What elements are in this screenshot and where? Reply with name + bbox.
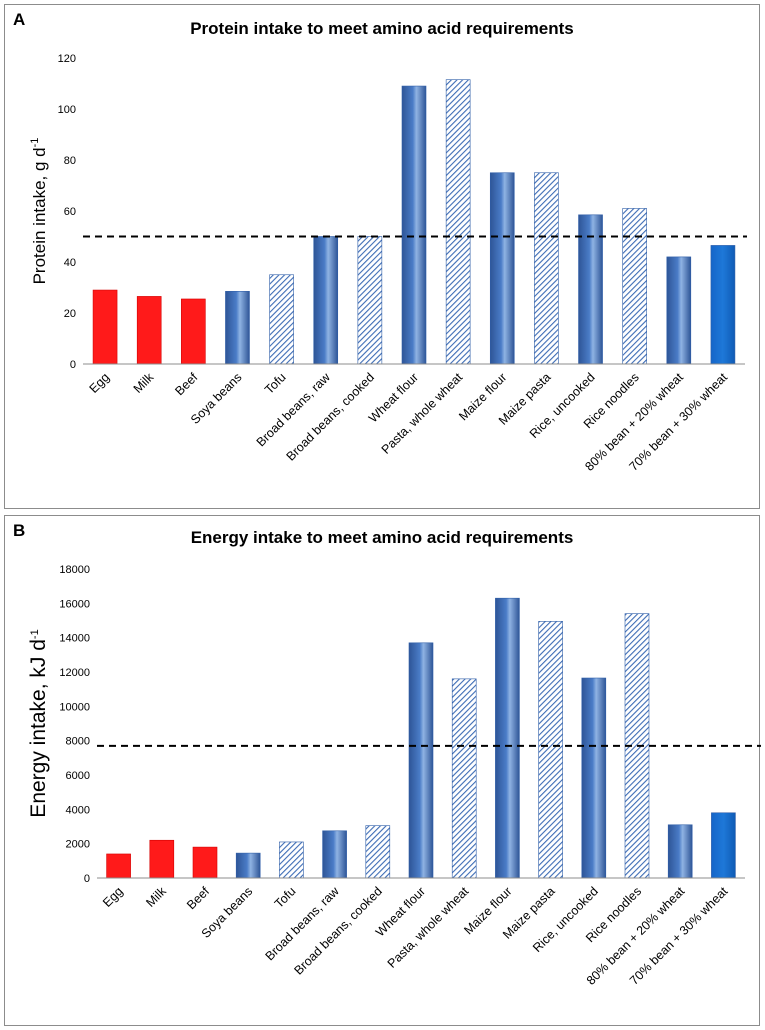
x-category-label: Pasta, whole wheat: [385, 884, 472, 971]
x-category-label: Egg: [87, 370, 113, 396]
bar-maize-flour: [489, 172, 515, 365]
y-tick-label: 14000: [59, 633, 90, 645]
y-axis-title: Protein intake, g d-1: [29, 138, 49, 285]
panel-letter-a: A: [13, 10, 26, 29]
bar-rice-uncooked: [581, 677, 607, 879]
bar-pasta-whole-wheat: [445, 79, 471, 365]
x-category-label: Egg: [100, 884, 126, 910]
bar-beef: [192, 846, 218, 879]
y-tick-label: 60: [64, 206, 76, 218]
bar-70-bean-30-wheat: [711, 812, 736, 879]
y-tick-label: 12000: [59, 667, 90, 679]
bar-maize-flour: [495, 597, 520, 879]
bar-wheat-flour: [401, 85, 427, 365]
y-tick-label: 18000: [59, 564, 90, 576]
x-category-label: Broad beans, cooked: [291, 884, 384, 977]
energy-chart: 0 2000 4000 6000 8000 10000 12000 14000 16000 180…: [27, 564, 761, 988]
x-category-label: Pasta, whole wheat: [379, 370, 466, 457]
bar-milk: [149, 839, 175, 879]
y-tick-label: 0: [84, 873, 90, 885]
y-tick-label: 8000: [66, 736, 90, 748]
bar-egg: [92, 289, 118, 365]
bar-soya-beans: [235, 852, 261, 879]
bar-maize-pasta: [538, 621, 563, 879]
y-tick-label: 120: [58, 53, 76, 65]
panel-b: B Energy intake to meet amino acid requi…: [4, 515, 761, 1026]
bar-broad-beans-cooked: [357, 236, 383, 365]
x-category-label: Tofu: [272, 884, 299, 911]
x-category-label: Tofu: [262, 370, 289, 397]
bar-broad-beans-cooked: [365, 825, 391, 879]
chart-title-a: Protein intake to meet amino acid requir…: [190, 19, 574, 38]
y-tick-label: 80: [64, 155, 76, 167]
x-category-label: Milk: [131, 370, 157, 396]
bar-rice-uncooked: [578, 214, 603, 365]
x-category-label: Beef: [172, 370, 200, 398]
x-category-label: Broad beans, raw: [254, 370, 334, 450]
y-tick-label: 4000: [66, 804, 90, 816]
y-tick-label: 10000: [59, 701, 90, 713]
bar-milk: [136, 296, 162, 365]
y-tick-label: 6000: [66, 770, 90, 782]
panel-letter-b: B: [13, 521, 26, 540]
bar-egg: [106, 853, 131, 879]
bar-broad-beans-raw: [322, 830, 347, 879]
bar-tofu: [269, 274, 294, 365]
y-tick-label: 40: [64, 257, 76, 269]
bar-80-bean-20-wheat: [667, 824, 693, 879]
y-tick-label: 0: [70, 359, 76, 371]
bar-broad-beans-raw: [313, 236, 339, 365]
y-tick-label: 100: [58, 104, 76, 116]
x-category-label: Broad beans, raw: [263, 884, 343, 964]
y-tick-label: 2000: [66, 839, 90, 851]
y-tick-label: 16000: [59, 598, 90, 610]
bar-80-bean-20-wheat: [666, 256, 692, 365]
protein-chart: 0 20 40 60 80 100 120 Protein intake, g d-1 Egg M…: [29, 53, 747, 474]
x-category-label: Milk: [143, 884, 169, 910]
bar-70-bean-30-wheat: [710, 245, 736, 365]
bar-soya-beans: [225, 291, 250, 365]
bar-maize-pasta: [534, 172, 559, 365]
x-category-label: Broad beans, cooked: [284, 370, 377, 463]
bar-rice-noodles: [622, 208, 647, 365]
bar-beef: [181, 298, 206, 365]
chart-title-b: Energy intake to meet amino acid require…: [190, 528, 574, 547]
bar-tofu: [279, 841, 304, 879]
panel-a: A Protein intake to meet amino acid requ…: [4, 4, 760, 509]
x-category-label: Beef: [184, 884, 212, 912]
y-axis-title: Energy intake, kJ d-1: [27, 629, 50, 817]
y-tick-label: 20: [64, 308, 76, 320]
bar-wheat-flour: [408, 642, 434, 879]
bar-pasta-whole-wheat: [451, 678, 477, 879]
